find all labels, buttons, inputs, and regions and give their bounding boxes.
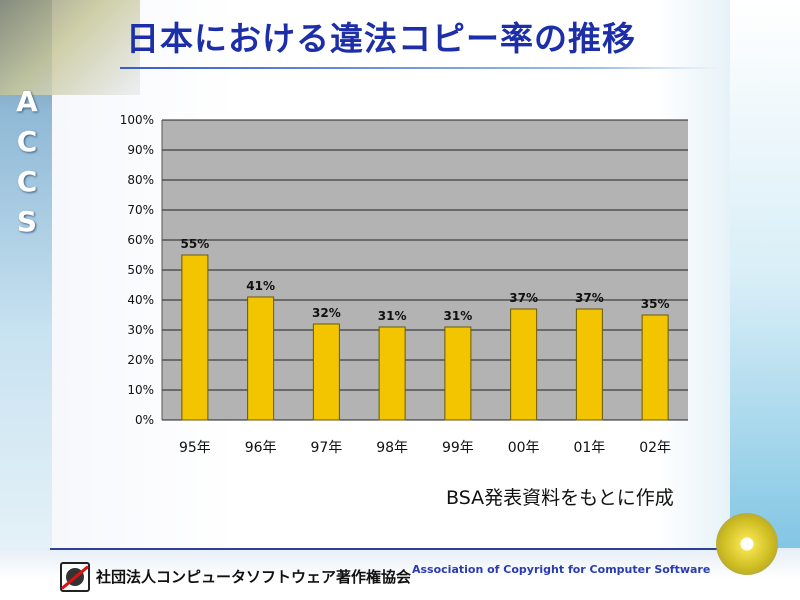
no-copy-logo-icon	[60, 562, 90, 592]
side-logo-letter: S	[16, 205, 38, 238]
y-tick-label: 0%	[135, 413, 154, 427]
y-tick-label: 90%	[127, 143, 154, 157]
x-tick-label: 96年	[245, 440, 277, 456]
y-tick-label: 80%	[127, 173, 154, 187]
footer-bar: 社団法人コンピュータソフトウェア著作権協会 Association of Cop…	[0, 548, 800, 600]
data-label: 55%	[181, 237, 210, 251]
x-tick-label: 97年	[310, 440, 342, 456]
x-tick-label: 95年	[179, 440, 211, 456]
x-tick-label: 00年	[508, 440, 540, 456]
y-tick-label: 30%	[127, 323, 154, 337]
data-label: 31%	[378, 309, 407, 323]
x-tick-label: 01年	[573, 440, 605, 456]
bar	[378, 326, 406, 421]
y-tick-label: 20%	[127, 353, 154, 367]
y-tick-label: 60%	[127, 233, 154, 247]
footer-org-name: 社団法人コンピュータソフトウェア著作権協会	[96, 568, 412, 586]
footer-org-name-en: Association of Copyright for Computer So…	[412, 563, 711, 576]
y-tick-label: 70%	[127, 203, 154, 217]
data-label: 35%	[641, 297, 670, 311]
title-underline	[120, 67, 720, 69]
x-tick-label: 99年	[442, 440, 474, 456]
x-tick-label: 98年	[376, 440, 408, 456]
bar	[312, 323, 340, 421]
slide-title: 日本における違法コピー率の推移	[126, 19, 636, 58]
bar	[181, 254, 209, 421]
data-label: 32%	[312, 306, 341, 320]
bar	[444, 326, 472, 421]
cd-disc-icon	[716, 513, 778, 575]
bar	[510, 308, 538, 421]
accs-side-logo: A C C S	[10, 82, 44, 242]
data-label: 37%	[575, 291, 604, 305]
data-label: 37%	[509, 291, 538, 305]
y-tick-label: 40%	[127, 293, 154, 307]
y-tick-label: 50%	[127, 263, 154, 277]
source-note: BSA発表資料をもとに作成	[446, 487, 674, 509]
data-label: 41%	[246, 279, 275, 293]
y-tick-label: 10%	[127, 383, 154, 397]
x-tick-label: 02年	[639, 440, 671, 456]
footer-divider	[50, 548, 750, 550]
right-decoration-band	[730, 0, 800, 560]
bar	[641, 314, 669, 421]
side-logo-letter: C	[16, 165, 38, 198]
bar	[247, 296, 275, 421]
y-tick-label: 100%	[120, 113, 154, 127]
side-logo-letter: A	[16, 85, 38, 118]
side-logo-letter: C	[16, 125, 38, 158]
mouse-keyboard-decoration	[0, 0, 140, 95]
bar	[575, 308, 603, 421]
data-label: 31%	[444, 309, 473, 323]
